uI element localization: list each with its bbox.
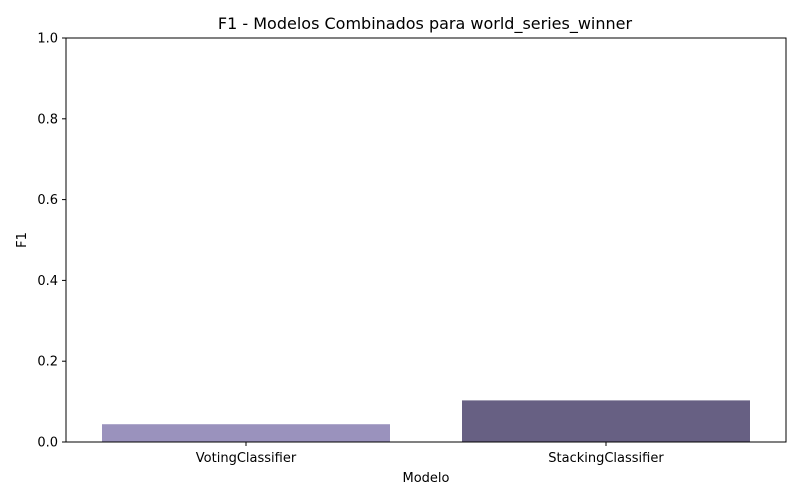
y-tick-label: 0.4 bbox=[37, 274, 58, 289]
x-tick-label: StackingClassifier bbox=[548, 451, 664, 466]
bars-group bbox=[102, 400, 750, 442]
x-axis-label: Modelo bbox=[403, 471, 450, 486]
x-axis-ticks: VotingClassifier StackingClassifier bbox=[196, 442, 664, 466]
y-tick-label: 0.2 bbox=[37, 355, 58, 370]
plot-frame bbox=[65, 37, 787, 443]
y-axis-ticks: 0.0 0.2 0.4 0.6 0.8 1.0 bbox=[37, 32, 66, 451]
x-tick-label: VotingClassifier bbox=[196, 451, 297, 466]
y-tick-label: 0.0 bbox=[37, 436, 58, 451]
y-tick-label: 0.6 bbox=[37, 193, 58, 208]
bar-VotingClassifier bbox=[102, 424, 390, 442]
bar-StackingClassifier bbox=[462, 400, 750, 442]
y-tick-label: 1.0 bbox=[37, 32, 58, 47]
chart-title: F1 - Modelos Combinados para world_serie… bbox=[218, 14, 633, 34]
y-tick-label: 0.8 bbox=[37, 112, 58, 127]
y-axis-label: F1 bbox=[15, 232, 30, 248]
